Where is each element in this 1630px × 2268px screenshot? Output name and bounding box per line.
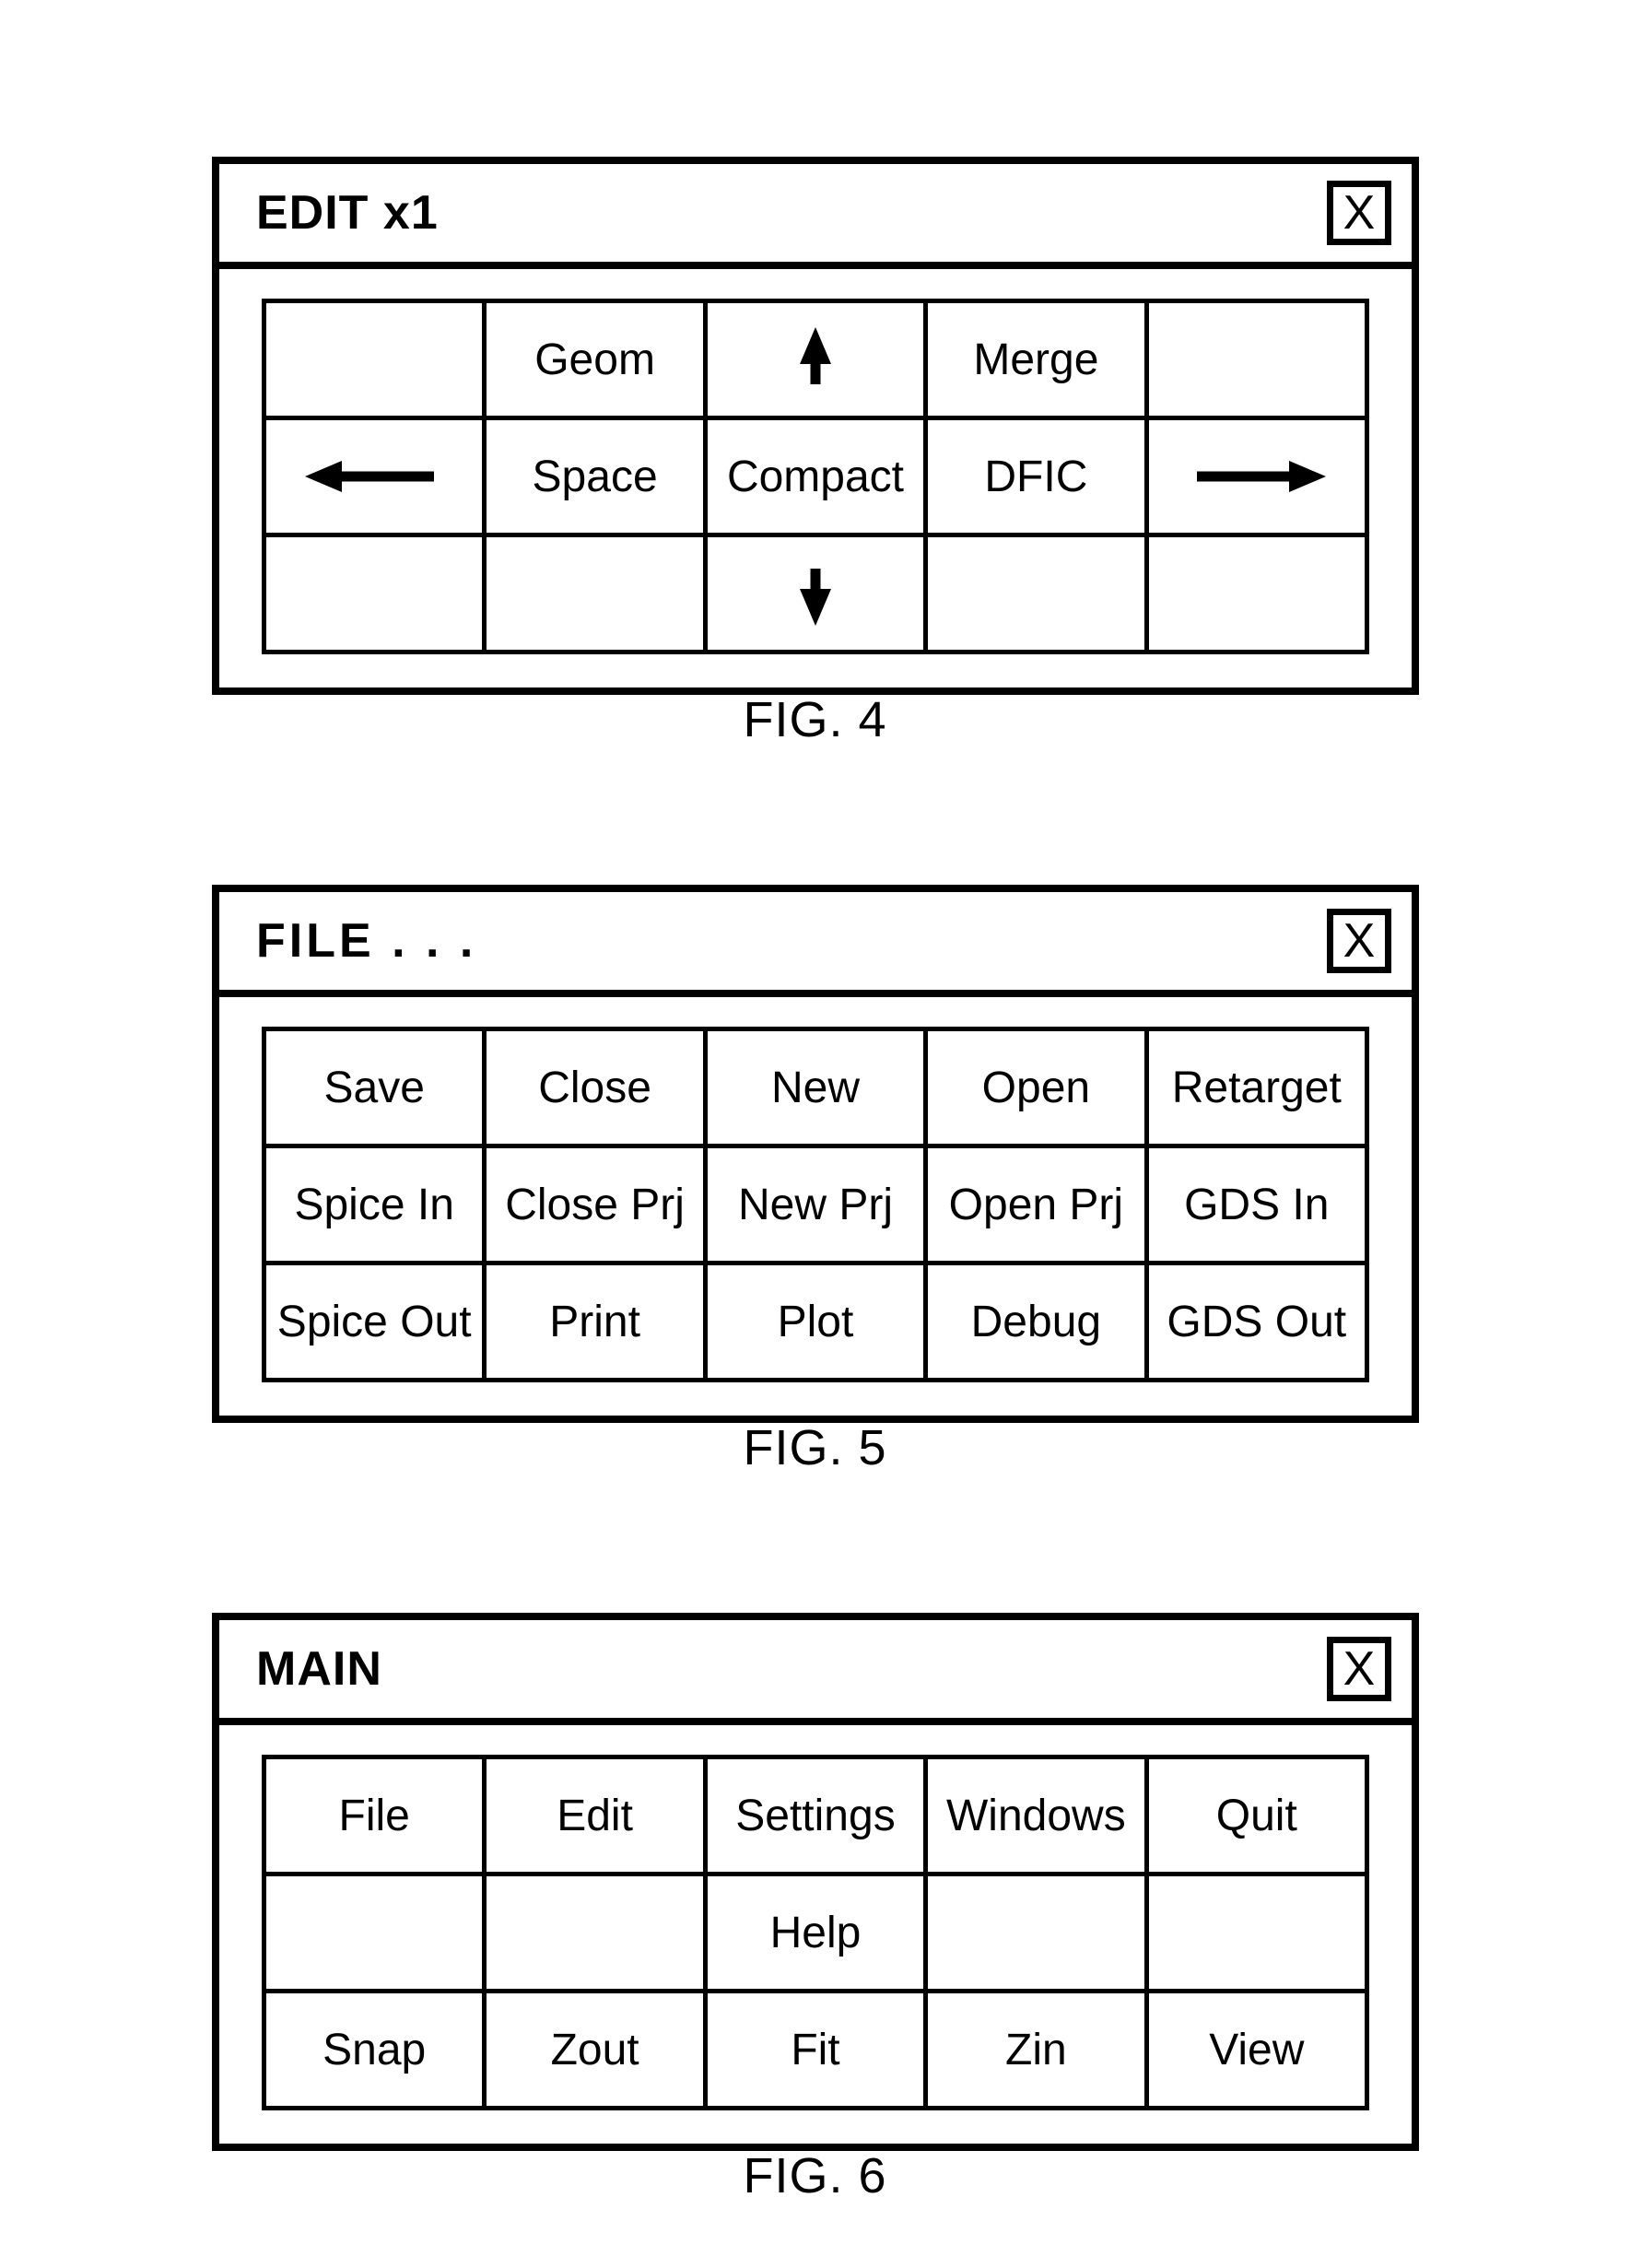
file-cell-spice-out[interactable]: Spice Out [264, 1263, 485, 1381]
edit-cell-2-3[interactable] [926, 535, 1146, 652]
arrow-right-icon [1150, 449, 1364, 504]
arrow-down-icon [709, 561, 922, 626]
main-cell-snap[interactable]: Snap [264, 1992, 485, 2109]
fig4-caption: FIG. 4 [0, 691, 1630, 748]
file-cell-open-prj[interactable]: Open Prj [926, 1146, 1146, 1263]
main-cell-1-0[interactable] [264, 1874, 485, 1992]
edit-grid-wrap: Geom Merge Space Compact DFIC [219, 269, 1412, 687]
edit-window: EDIT x1 X Geom Merge Space Compact DFIC [212, 157, 1419, 695]
close-button[interactable]: X [1327, 181, 1391, 245]
file-grid: Save Close New Open Retarget Spice In Cl… [262, 1027, 1369, 1382]
edit-cell-0-0[interactable] [264, 301, 485, 418]
file-cell-open[interactable]: Open [926, 1029, 1146, 1146]
main-window: MAIN X File Edit Settings Windows Quit H… [212, 1613, 1419, 2151]
edit-cell-space[interactable]: Space [485, 418, 705, 535]
main-cell-1-3[interactable] [926, 1874, 1146, 1992]
edit-cell-left[interactable] [264, 418, 485, 535]
edit-cell-0-4[interactable] [1146, 301, 1366, 418]
edit-cell-2-0[interactable] [264, 535, 485, 652]
file-cell-plot[interactable]: Plot [705, 1263, 925, 1381]
edit-cell-2-4[interactable] [1146, 535, 1366, 652]
main-cell-windows[interactable]: Windows [926, 1757, 1146, 1874]
file-cell-gds-in[interactable]: GDS In [1146, 1146, 1366, 1263]
file-cell-close[interactable]: Close [485, 1029, 705, 1146]
file-cell-save[interactable]: Save [264, 1029, 485, 1146]
fig5-caption: FIG. 5 [0, 1419, 1630, 1476]
edit-cell-dfic[interactable]: DFIC [926, 418, 1146, 535]
main-cell-fit[interactable]: Fit [705, 1992, 925, 2109]
main-cell-view[interactable]: View [1146, 1992, 1366, 2109]
file-window: FILE . . . X Save Close New Open Retarge… [212, 885, 1419, 1423]
arrow-left-icon [267, 449, 481, 504]
edit-title: EDIT x1 [256, 185, 439, 241]
edit-cell-down[interactable] [705, 535, 925, 652]
file-grid-wrap: Save Close New Open Retarget Spice In Cl… [219, 997, 1412, 1416]
main-cell-edit[interactable]: Edit [485, 1757, 705, 1874]
edit-cell-up[interactable] [705, 301, 925, 418]
file-cell-spice-in[interactable]: Spice In [264, 1146, 485, 1263]
main-titlebar: MAIN X [219, 1620, 1412, 1725]
close-button[interactable]: X [1327, 1637, 1391, 1701]
file-cell-new[interactable]: New [705, 1029, 925, 1146]
edit-cell-merge[interactable]: Merge [926, 301, 1146, 418]
main-grid: File Edit Settings Windows Quit Help Sna… [262, 1755, 1369, 2110]
file-cell-print[interactable]: Print [485, 1263, 705, 1381]
edit-grid: Geom Merge Space Compact DFIC [262, 299, 1369, 654]
file-title: FILE . . . [256, 913, 476, 969]
close-button[interactable]: X [1327, 909, 1391, 973]
file-cell-retarget[interactable]: Retarget [1146, 1029, 1366, 1146]
edit-titlebar: EDIT x1 X [219, 164, 1412, 269]
edit-cell-compact[interactable]: Compact [705, 418, 925, 535]
main-cell-help[interactable]: Help [705, 1874, 925, 1992]
main-grid-wrap: File Edit Settings Windows Quit Help Sna… [219, 1725, 1412, 2144]
arrow-up-icon [709, 327, 922, 392]
file-cell-gds-out[interactable]: GDS Out [1146, 1263, 1366, 1381]
edit-cell-right[interactable] [1146, 418, 1366, 535]
main-cell-zout[interactable]: Zout [485, 1992, 705, 2109]
main-cell-settings[interactable]: Settings [705, 1757, 925, 1874]
edit-cell-geom[interactable]: Geom [485, 301, 705, 418]
main-cell-quit[interactable]: Quit [1146, 1757, 1366, 1874]
file-cell-close-prj[interactable]: Close Prj [485, 1146, 705, 1263]
main-cell-zin[interactable]: Zin [926, 1992, 1146, 2109]
fig6-caption: FIG. 6 [0, 2147, 1630, 2204]
main-cell-1-4[interactable] [1146, 1874, 1366, 1992]
main-cell-1-1[interactable] [485, 1874, 705, 1992]
edit-cell-2-1[interactable] [485, 535, 705, 652]
main-cell-file[interactable]: File [264, 1757, 485, 1874]
file-cell-debug[interactable]: Debug [926, 1263, 1146, 1381]
file-cell-new-prj[interactable]: New Prj [705, 1146, 925, 1263]
main-title: MAIN [256, 1641, 382, 1697]
file-titlebar: FILE . . . X [219, 892, 1412, 997]
